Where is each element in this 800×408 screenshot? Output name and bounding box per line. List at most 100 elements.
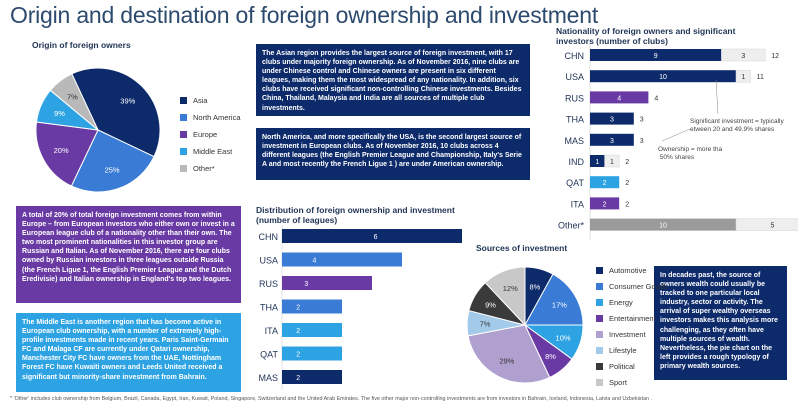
- origin-legend: Asia North America Europe Middle East Other*: [180, 92, 241, 177]
- origin-slice-2: [35, 121, 99, 187]
- nationality-category-label-3: THA: [566, 115, 584, 125]
- sources-legend-swatch-0: [596, 266, 603, 274]
- sources-pie-chart: 8% 17% 10% 8% 29% 7% 9% 12%: [466, 266, 584, 384]
- nationality-investment-label-5: 1: [610, 159, 614, 166]
- nationality-ownership-bar-0: [590, 49, 722, 61]
- nationality-category-label-6: QAT: [566, 178, 584, 188]
- nationality-total-label-0: 12: [771, 53, 779, 60]
- sources-legend-swatch-1: [596, 282, 603, 290]
- nationality-ownership-bar-3: [590, 112, 634, 125]
- origin-legend-item-3: Middle East: [180, 143, 241, 160]
- nationality-ownership-bar-1: [590, 70, 736, 83]
- nationality-investment-bar-0: [721, 48, 766, 62]
- sources-legend-swatch-4: [596, 330, 603, 338]
- nationality-ownership-bar-8: [590, 218, 736, 231]
- sources-legend-item-6: Political: [596, 358, 668, 374]
- ownership-note: Ownership = more tha 50% shares: [658, 146, 723, 161]
- nationality-total-label-5: 2: [625, 159, 629, 166]
- origin-legend-item-4: Other*: [180, 160, 241, 177]
- nationality-category-label-2: RUS: [565, 93, 584, 103]
- nationality-ownership-label-7: 2: [603, 201, 607, 208]
- nationality-chart-title: Nationality of foreign owners and signif…: [556, 26, 736, 46]
- sources-slice-1: [524, 273, 584, 326]
- leagues-bar-3: [282, 299, 342, 314]
- sources-legend-item-4: Investment: [596, 326, 668, 342]
- sources-slice-label-7: 12%: [503, 284, 518, 293]
- nationality-ownership-label-2: 4: [617, 95, 621, 102]
- sources-legend-label-7: Sport: [609, 377, 627, 387]
- sources-slice-4: [467, 324, 551, 384]
- leagues-bar-2: [282, 276, 372, 290]
- nationality-total-label-4: 3: [640, 138, 644, 145]
- america-panel: North America, and more specifically the…: [256, 128, 530, 180]
- sources-legend-item-7: Sport: [596, 374, 668, 390]
- sources-pie-title: Sources of investment: [476, 243, 568, 253]
- origin-pie-title: Origin of foreign owners: [32, 40, 131, 50]
- origin-legend-swatch-1: [180, 114, 187, 121]
- leagues-category-label-3: THA: [260, 303, 278, 313]
- origin-slice-1: [70, 129, 155, 193]
- footnote: * 'Other' includes club ownership from B…: [10, 396, 652, 402]
- nationality-category-label-7: ITA: [571, 199, 584, 209]
- origin-legend-label-4: Other*: [193, 164, 215, 173]
- middleeast-panel: The Middle East is another region that h…: [16, 313, 241, 392]
- nationality-investment-bar-5: [604, 154, 620, 168]
- leagues-bar-0: [282, 229, 462, 243]
- origin-legend-item-1: North America: [180, 109, 241, 126]
- leagues-chart-title: Distribution of foreign ownership and in…: [256, 205, 455, 225]
- nationality-ownership-bar-4: [590, 133, 634, 146]
- nationality-ownership-label-6: 2: [603, 180, 607, 187]
- sources-legend: Automotive Consumer Goods Energy Entertainm…: [596, 262, 668, 390]
- nationality-total-label-6: 2: [625, 180, 629, 187]
- origin-legend-swatch-3: [180, 148, 187, 155]
- sources-slice-label-1: 17%: [552, 301, 567, 310]
- origin-slice-label-3: 9%: [54, 109, 65, 118]
- origin-legend-label-0: Asia: [193, 96, 208, 105]
- sources-legend-item-2: Energy: [596, 294, 668, 310]
- origin-legend-label-2: Europe: [193, 130, 218, 139]
- sources-slice-label-3: 8%: [545, 352, 556, 361]
- sources-legend-item-1: Consumer Goods: [596, 278, 668, 294]
- sources-slice-label-6: 9%: [485, 301, 496, 310]
- leagues-category-label-6: MAS: [258, 373, 278, 383]
- sources-legend-item-3: Entertainment: [596, 310, 668, 326]
- leagues-value-label-5: 2: [296, 352, 300, 359]
- origin-legend-swatch-2: [180, 131, 187, 138]
- nationality-category-label-8: Other*: [558, 221, 585, 231]
- origin-legend-item-2: Europe: [180, 126, 241, 143]
- sources-legend-label-4: Investment: [609, 329, 646, 339]
- leagues-value-label-3: 2: [296, 305, 300, 312]
- nationality-ownership-bar-2: [590, 91, 649, 104]
- nationality-ownership-label-3: 3: [610, 117, 614, 124]
- sources-legend-item-0: Automotive: [596, 262, 668, 278]
- sources-slice-label-2: 10%: [556, 333, 571, 342]
- origin-pie-chart: 39% 25% 20% 9%7%: [35, 67, 161, 193]
- sources-slice-label-4: 29%: [499, 357, 514, 366]
- sources-legend-label-1: Consumer Goods: [609, 281, 668, 291]
- nationality-ownership-label-0: 9: [654, 53, 658, 60]
- origin-slice-label-1: 25%: [105, 166, 120, 175]
- leagues-bar-1: [282, 252, 402, 267]
- sources-legend-swatch-2: [596, 298, 603, 306]
- leagues-bar-5: [282, 346, 342, 361]
- sources-slice-label-5: 7%: [480, 320, 491, 329]
- leagues-bar-chart: CHN 6 USA 4 RUS 3 THA 2 ITA 2 QAT 2 MAS 2: [258, 225, 462, 390]
- origin-slice-label-4: 7%: [67, 93, 78, 102]
- leagues-bar-4: [282, 323, 342, 337]
- leagues-value-label-6: 2: [296, 375, 300, 382]
- leagues-category-label-5: QAT: [260, 350, 278, 360]
- nationality-investment-bar-8: [735, 218, 798, 231]
- nationality-total-label-1: 11: [757, 74, 764, 81]
- page-title: Origin and destination of foreign owners…: [10, 2, 599, 28]
- nationality-investment-label-0: 3: [741, 53, 745, 60]
- nationality-category-label-1: USA: [565, 72, 584, 82]
- leagues-bar-6: [282, 370, 342, 384]
- leagues-value-label-1: 4: [312, 258, 316, 265]
- sources-legend-item-5: Lifestyle: [596, 342, 668, 358]
- leagues-category-label-4: ITA: [265, 326, 278, 336]
- leagues-value-label-4: 2: [296, 328, 300, 335]
- europe-panel: A total of 20% of total foreign investme…: [16, 206, 241, 303]
- sources-legend-label-5: Lifestyle: [609, 345, 637, 355]
- sources-legend-swatch-7: [596, 378, 603, 386]
